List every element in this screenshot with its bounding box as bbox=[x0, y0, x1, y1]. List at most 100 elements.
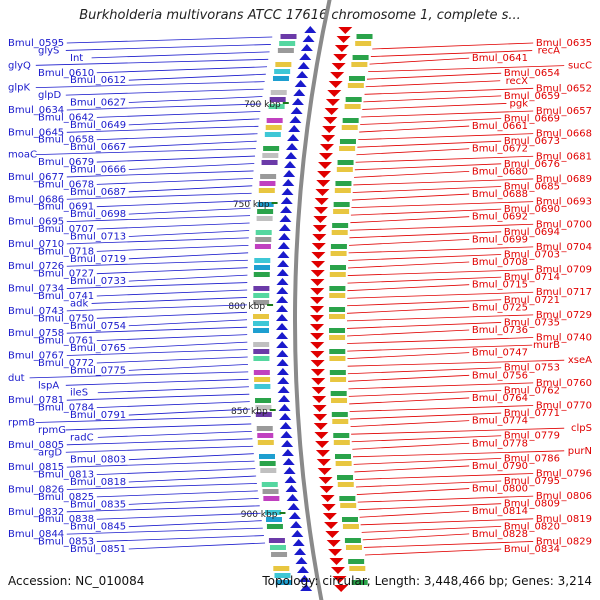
plus-strand-gene-arrow bbox=[311, 252, 326, 259]
minus-strand-gene-arrow bbox=[276, 368, 289, 375]
gene-leader-line bbox=[35, 416, 251, 423]
gene-leader-line bbox=[128, 542, 266, 550]
feature-band-right bbox=[352, 55, 369, 60]
feature-band-right bbox=[356, 34, 373, 39]
gene-leader-line bbox=[97, 430, 252, 438]
gene-leader-line bbox=[66, 460, 255, 468]
gene-leader-line bbox=[370, 50, 533, 57]
feature-band-right bbox=[330, 265, 347, 270]
feature-band-left bbox=[258, 454, 275, 459]
gene-leader-line bbox=[349, 223, 534, 231]
gene-leader-line bbox=[66, 304, 248, 312]
minus-strand-gene-arrow bbox=[278, 395, 291, 402]
plus-strand-gene-label: Bmul_0708 bbox=[472, 257, 528, 268]
feature-band-right bbox=[351, 580, 368, 585]
gene-leader-line bbox=[65, 88, 264, 96]
minus-strand-gene-label: Bmul_0743 bbox=[8, 306, 64, 317]
gene-leader-line bbox=[350, 216, 470, 224]
feature-band-right bbox=[334, 188, 351, 193]
gene-leader-line bbox=[66, 103, 262, 111]
feature-band-left bbox=[253, 293, 270, 298]
feature-band-right bbox=[344, 538, 361, 543]
minus-strand-gene-arrow bbox=[299, 53, 312, 60]
plus-strand-gene-label: Bmul_0834 bbox=[504, 544, 560, 555]
minus-strand-gene-label: rpmB bbox=[8, 418, 35, 429]
minus-strand-gene-label: Bmul_0686 bbox=[8, 194, 64, 205]
feature-band-right bbox=[335, 461, 352, 466]
gene-leader-line bbox=[96, 267, 248, 275]
gene-leader-line bbox=[96, 244, 249, 252]
gene-leader-line bbox=[363, 541, 534, 548]
minus-strand-gene-label: Bmul_0845 bbox=[70, 522, 126, 533]
plus-strand-gene-arrow bbox=[311, 387, 326, 394]
gene-leader-line bbox=[96, 311, 248, 319]
minus-strand-gene-label: Bmul_0666 bbox=[70, 165, 126, 176]
minus-strand-gene-arrow bbox=[276, 296, 289, 303]
plus-strand-gene-label: Bmul_0668 bbox=[536, 129, 592, 140]
feature-band-left bbox=[258, 188, 275, 193]
gene-leader-line bbox=[96, 177, 253, 185]
minus-strand-gene-arrow bbox=[297, 62, 310, 69]
minus-strand-gene-arrow bbox=[290, 107, 303, 114]
gene-leader-line bbox=[366, 72, 502, 80]
feature-band-right bbox=[333, 202, 350, 207]
plus-strand-gene-label: purN bbox=[568, 446, 592, 457]
gene-leader-line bbox=[66, 125, 259, 133]
feature-band-left bbox=[261, 482, 278, 487]
gene-leader-line bbox=[96, 356, 248, 364]
minus-strand-gene-arrow bbox=[289, 116, 302, 123]
feature-band-right bbox=[334, 454, 351, 459]
minus-strand-gene-arrow bbox=[284, 152, 297, 159]
feature-band-left bbox=[253, 328, 270, 333]
minus-strand-gene-arrow bbox=[288, 512, 301, 519]
gene-leader-line bbox=[360, 518, 534, 526]
feature-band-left bbox=[256, 426, 273, 431]
plus-strand-gene-label: Bmul_0771 bbox=[504, 408, 560, 419]
gene-leader-line bbox=[365, 80, 501, 88]
minus-strand-gene-arrow bbox=[276, 314, 289, 321]
plus-strand-gene-arrow bbox=[310, 369, 325, 376]
plus-strand-gene-label: Bmul_0778 bbox=[472, 438, 528, 449]
kbp-tick-label: 800 kbp bbox=[228, 302, 265, 312]
plus-strand-gene-arrow bbox=[329, 558, 344, 565]
plus-strand-gene-arrow bbox=[318, 153, 333, 160]
plus-strand-gene-arrow bbox=[315, 450, 330, 457]
feature-band-left bbox=[262, 489, 279, 494]
gene-leader-line bbox=[96, 133, 258, 141]
gene-leader-line bbox=[96, 490, 258, 498]
feature-band-left bbox=[261, 160, 278, 165]
plus-strand-gene-arrow bbox=[327, 90, 342, 97]
gene-leader-line bbox=[355, 480, 502, 488]
feature-band-right bbox=[337, 475, 354, 480]
plus-strand-gene-label: Bmul_0659 bbox=[504, 91, 560, 102]
feature-band-left bbox=[274, 69, 291, 74]
plus-strand-gene-arrow bbox=[314, 207, 329, 214]
feature-band-right bbox=[333, 209, 350, 214]
feature-band-right bbox=[340, 503, 357, 508]
minus-strand-gene-label: Bmul_0713 bbox=[70, 231, 126, 242]
feature-band-right bbox=[329, 349, 346, 354]
feature-band-right bbox=[329, 370, 346, 375]
plus-strand-gene-label: Bmul_0654 bbox=[504, 68, 560, 79]
minus-strand-gene-arrow bbox=[298, 575, 311, 582]
plus-strand-gene-arrow bbox=[321, 504, 336, 511]
feature-band-right bbox=[329, 307, 346, 312]
minus-strand-gene-arrow bbox=[276, 332, 289, 339]
feature-band-left bbox=[253, 314, 270, 319]
gene-leader-line bbox=[91, 51, 270, 59]
gene-leader-line bbox=[128, 453, 254, 461]
plus-strand-gene-arrow bbox=[326, 540, 341, 547]
gene-leader-line bbox=[128, 230, 250, 237]
minus-strand-gene-label: Bmul_0718 bbox=[38, 246, 94, 257]
feature-band-right bbox=[335, 181, 352, 186]
minus-strand-gene-arrow bbox=[290, 521, 303, 528]
kbp-tick-label: 700 kbp bbox=[244, 100, 281, 110]
plus-strand-gene-arrow bbox=[315, 189, 330, 196]
gene-leader-line bbox=[348, 254, 502, 261]
gene-leader-line bbox=[128, 475, 257, 483]
gene-leader-line bbox=[66, 282, 248, 289]
gene-leader-line bbox=[347, 337, 534, 344]
gene-leader-line bbox=[362, 533, 470, 541]
gene-leader-line bbox=[66, 438, 253, 446]
plus-strand-gene-label: Bmul_0717 bbox=[536, 287, 592, 298]
